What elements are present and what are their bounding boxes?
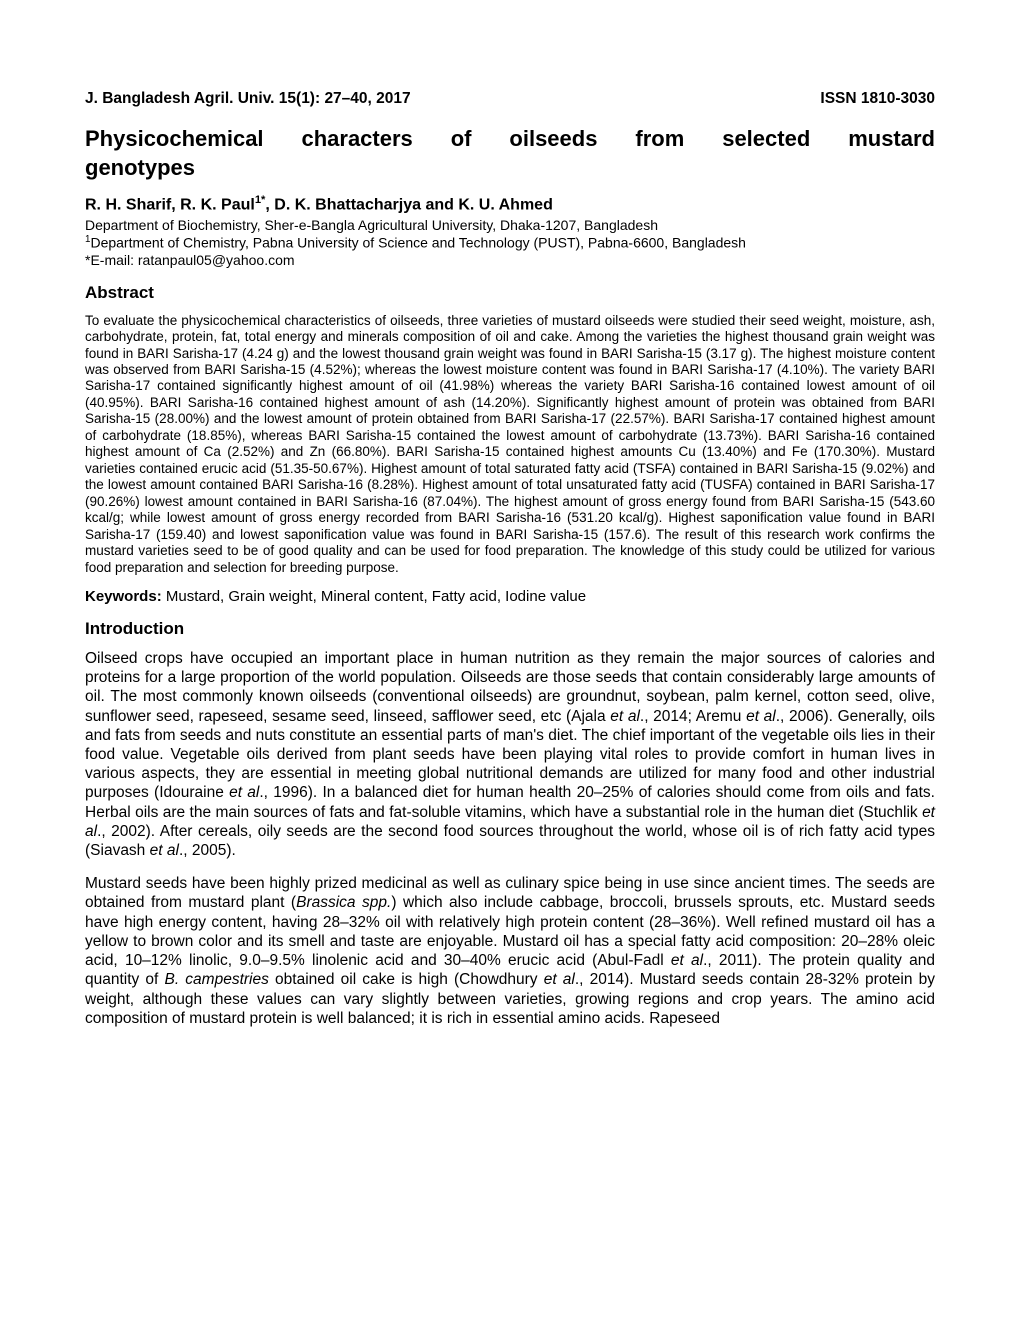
article-title-line1: Physicochemical characters of oilseeds f… [85, 126, 935, 151]
journal-issn: ISSN 1810-3030 [820, 90, 935, 108]
affiliation-block: Department of Biochemistry, Sher-e-Bangl… [85, 217, 935, 269]
journal-header: J. Bangladesh Agril. Univ. 15(1): 27–40,… [85, 90, 935, 108]
intro-paragraph-1: Oilseed crops have occupied an important… [85, 649, 935, 860]
abstract-body: To evaluate the physicochemical characte… [85, 313, 935, 577]
abstract-heading: Abstract [85, 283, 935, 303]
keywords-label: Keywords: [85, 588, 162, 605]
article-title-line2: genotypes [85, 155, 935, 180]
journal-citation: J. Bangladesh Agril. Univ. 15(1): 27–40,… [85, 90, 411, 108]
keywords-text: Mustard, Grain weight, Mineral content, … [162, 588, 586, 605]
intro-paragraph-2: Mustard seeds have been highly prized me… [85, 874, 935, 1028]
introduction-heading: Introduction [85, 619, 935, 639]
authors-line: R. H. Sharif, R. K. Paul1*, D. K. Bhatta… [85, 194, 935, 215]
keywords-line: Keywords: Mustard, Grain weight, Mineral… [85, 588, 935, 605]
